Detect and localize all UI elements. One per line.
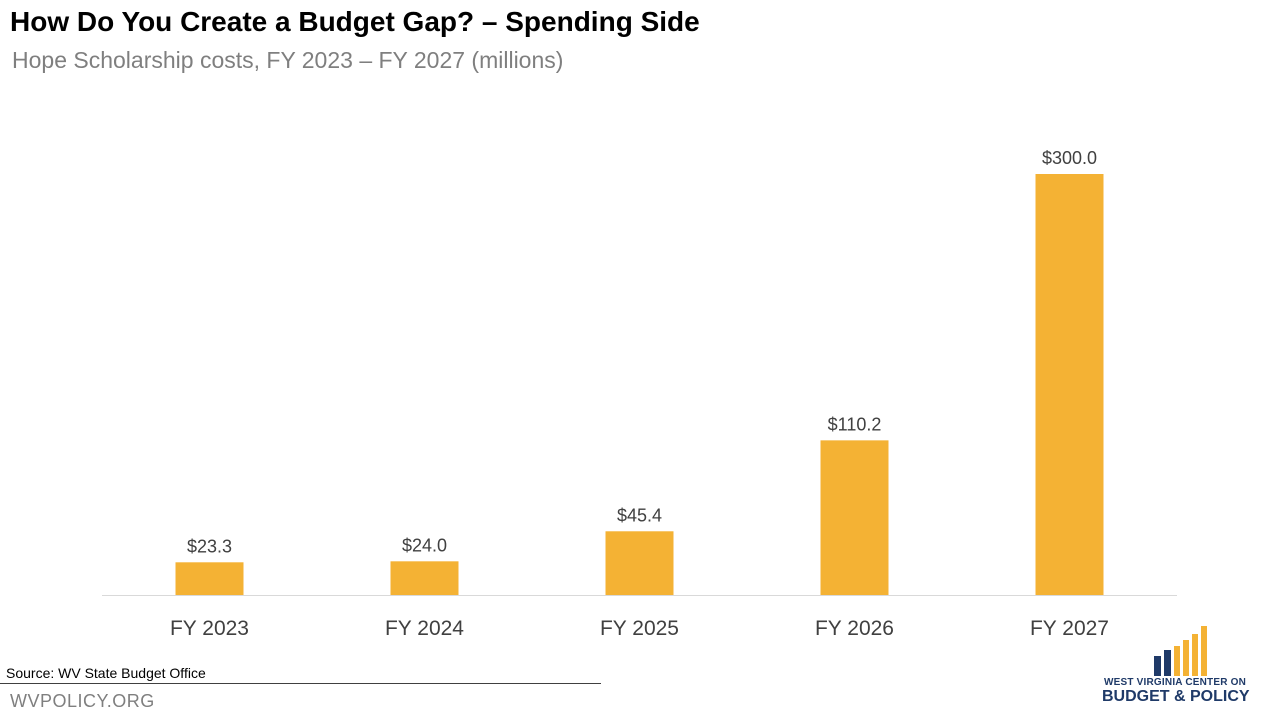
data-label: $110.2 [828, 414, 882, 434]
wvcbp-logo: WEST VIRGINIA CENTER ON BUDGET & POLICY [1098, 624, 1268, 706]
website-label: WVPOLICY.ORG [10, 691, 155, 711]
x-tick-label: FY 2025 [600, 617, 679, 640]
data-label: $24.0 [402, 535, 447, 555]
logo-line-2: BUDGET & POLICY [1102, 688, 1250, 705]
logo-bars-icon [1154, 626, 1207, 676]
bar-fy-2023 [175, 562, 244, 595]
bar-fy-2026 [820, 440, 889, 595]
logo-line-1: WEST VIRGINIA CENTER ON [1104, 677, 1247, 688]
x-tick-label: FY 2026 [815, 617, 894, 640]
data-label: $23.3 [187, 536, 232, 556]
data-label: $300.0 [1042, 148, 1097, 168]
x-tick-label: FY 2023 [170, 617, 249, 640]
bar-fy-2025 [605, 531, 674, 595]
bar-fy-2027 [1035, 174, 1104, 595]
chart-subtitle: Hope Scholarship costs, FY 2023 – FY 202… [12, 47, 564, 73]
source-divider [0, 683, 601, 684]
source-note: Source: WV State Budget Office [6, 665, 206, 681]
x-tick-label: FY 2024 [385, 617, 464, 640]
bar-fy-2024 [390, 561, 459, 595]
x-tick-label: FY 2027 [1030, 617, 1109, 640]
data-label: $45.4 [617, 505, 662, 525]
page-title: How Do You Create a Budget Gap? – Spendi… [10, 6, 700, 37]
